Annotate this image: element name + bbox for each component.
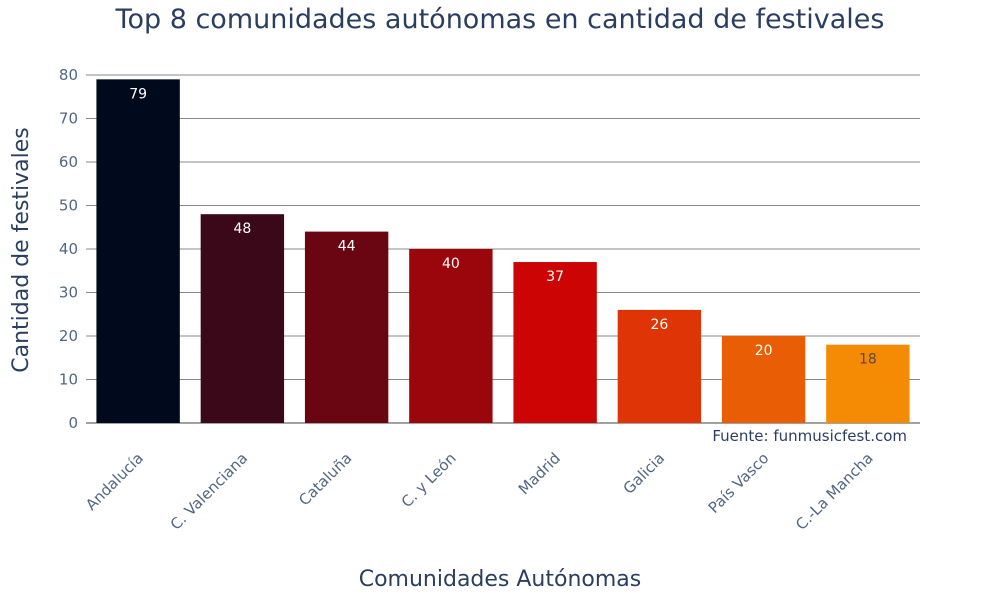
x-tick-label: Cataluña [295, 449, 355, 509]
y-tick-label: 50 [59, 197, 78, 215]
bar-7 [826, 344, 910, 423]
y-tick-label: 60 [59, 153, 78, 171]
y-tick-label: 10 [59, 371, 78, 389]
bar-value-label: 79 [129, 86, 147, 102]
chart-title: Top 8 comunidades autónomas en cantidad … [115, 4, 885, 35]
bar-value-label: 40 [442, 256, 460, 272]
y-tick-label: 70 [59, 110, 78, 128]
bar-3 [409, 249, 493, 423]
bar-5 [617, 309, 702, 423]
x-tick-label: C.-La Mancha [792, 449, 877, 534]
x-tick-label: Andalucía [82, 449, 147, 514]
y-axis-title: Cantidad de festivales [9, 127, 34, 373]
y-tick-label: 0 [68, 414, 78, 432]
bars [96, 79, 910, 423]
bar-value-label: 48 [233, 221, 251, 237]
bar-1 [200, 214, 285, 423]
y-tick-label: 20 [59, 327, 78, 345]
bar-value-label: 37 [546, 269, 564, 285]
y-tick-label: 40 [59, 240, 78, 258]
bar-4 [513, 262, 597, 423]
bar-value-label: 44 [338, 239, 356, 255]
x-tick-label: Galicia [620, 449, 669, 498]
x-tick-label: C. Valenciana [167, 449, 252, 534]
y-tick-label: 30 [59, 284, 78, 302]
x-tick-label: C. y León [398, 449, 460, 511]
bar-value-label: 20 [755, 343, 773, 359]
x-tick-label: Madrid [515, 449, 564, 498]
bar-6 [721, 336, 806, 423]
x-axis-ticks: Andalucía C. Valenciana Cataluña C. y León M… [82, 449, 877, 534]
y-tick-label: 80 [59, 66, 78, 84]
x-tick-label: País Vasco [705, 449, 773, 517]
bar-value-labels: 79 48 44 40 37 26 20 18 [129, 86, 877, 367]
source-annotation: Fuente: funmusicfest.com [712, 427, 907, 445]
y-axis-ticks: 0 10 20 30 40 50 60 70 80 [59, 66, 78, 432]
bar-value-label: 18 [859, 352, 877, 368]
bar-0 [96, 79, 180, 423]
x-axis-title: Comunidades Autónomas [359, 567, 642, 592]
bar-value-label: 26 [650, 317, 668, 333]
bar-2 [304, 231, 389, 423]
